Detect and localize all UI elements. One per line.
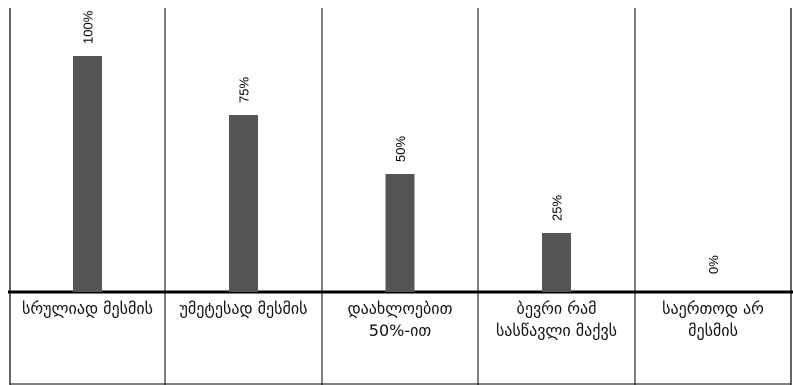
data-label: 100% bbox=[81, 10, 96, 44]
data-label: 50% bbox=[393, 136, 408, 162]
category-label: სრულიად მესმის bbox=[22, 299, 153, 318]
bar bbox=[73, 56, 102, 292]
category-label: დაახლოებით 50%-ით bbox=[347, 299, 453, 340]
bar bbox=[229, 115, 258, 292]
category-label: საერთოდ არ მესმის bbox=[662, 299, 764, 340]
category-label: ბევრი რამ სასწავლი მაქვს bbox=[495, 299, 618, 340]
data-label: 25% bbox=[550, 195, 565, 221]
data-label: 0% bbox=[706, 255, 721, 274]
bar bbox=[385, 174, 415, 292]
data-label: 75% bbox=[237, 77, 252, 103]
category-label: უმეტესად მესმის bbox=[179, 299, 308, 318]
bar bbox=[542, 233, 571, 292]
